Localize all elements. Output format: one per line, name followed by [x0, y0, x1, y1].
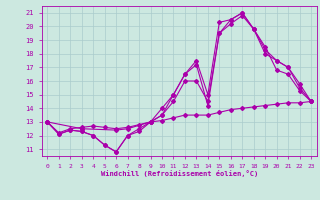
X-axis label: Windchill (Refroidissement éolien,°C): Windchill (Refroidissement éolien,°C) [100, 170, 258, 177]
